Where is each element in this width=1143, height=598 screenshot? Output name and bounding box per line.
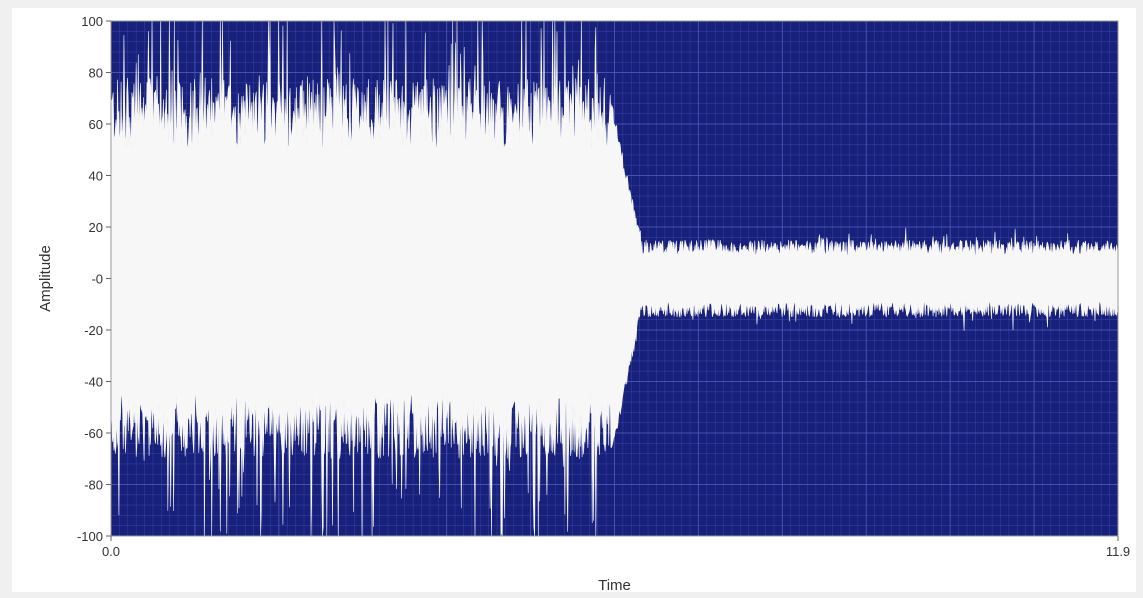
plot-area <box>110 20 1119 537</box>
y-tick-label: 60 <box>89 117 103 132</box>
y-tick-label: -80 <box>84 478 103 493</box>
y-tick-label: -40 <box>84 375 103 390</box>
y-tick-label: 40 <box>89 169 103 184</box>
y-tick-label: 20 <box>89 220 103 235</box>
y-tick-label: -60 <box>84 426 103 441</box>
y-axis-ticks: 100 80 60 40 20 -0 -20 -40 -60 -80 -100 <box>77 14 111 544</box>
x-tick-label: 0.0 <box>102 544 120 559</box>
x-axis-label: Time <box>598 577 631 594</box>
y-tick-label: 100 <box>81 14 103 29</box>
y-tick-label: -0 <box>91 272 103 287</box>
x-axis-ticks: 0.0 11.9 <box>102 536 1130 559</box>
y-tick-label: 80 <box>89 66 103 81</box>
x-tick-label: 11.9 <box>1106 544 1130 559</box>
y-tick-label: -100 <box>77 529 103 544</box>
y-tick-label: -20 <box>84 323 103 338</box>
y-axis-label: Amplitude <box>37 245 54 312</box>
